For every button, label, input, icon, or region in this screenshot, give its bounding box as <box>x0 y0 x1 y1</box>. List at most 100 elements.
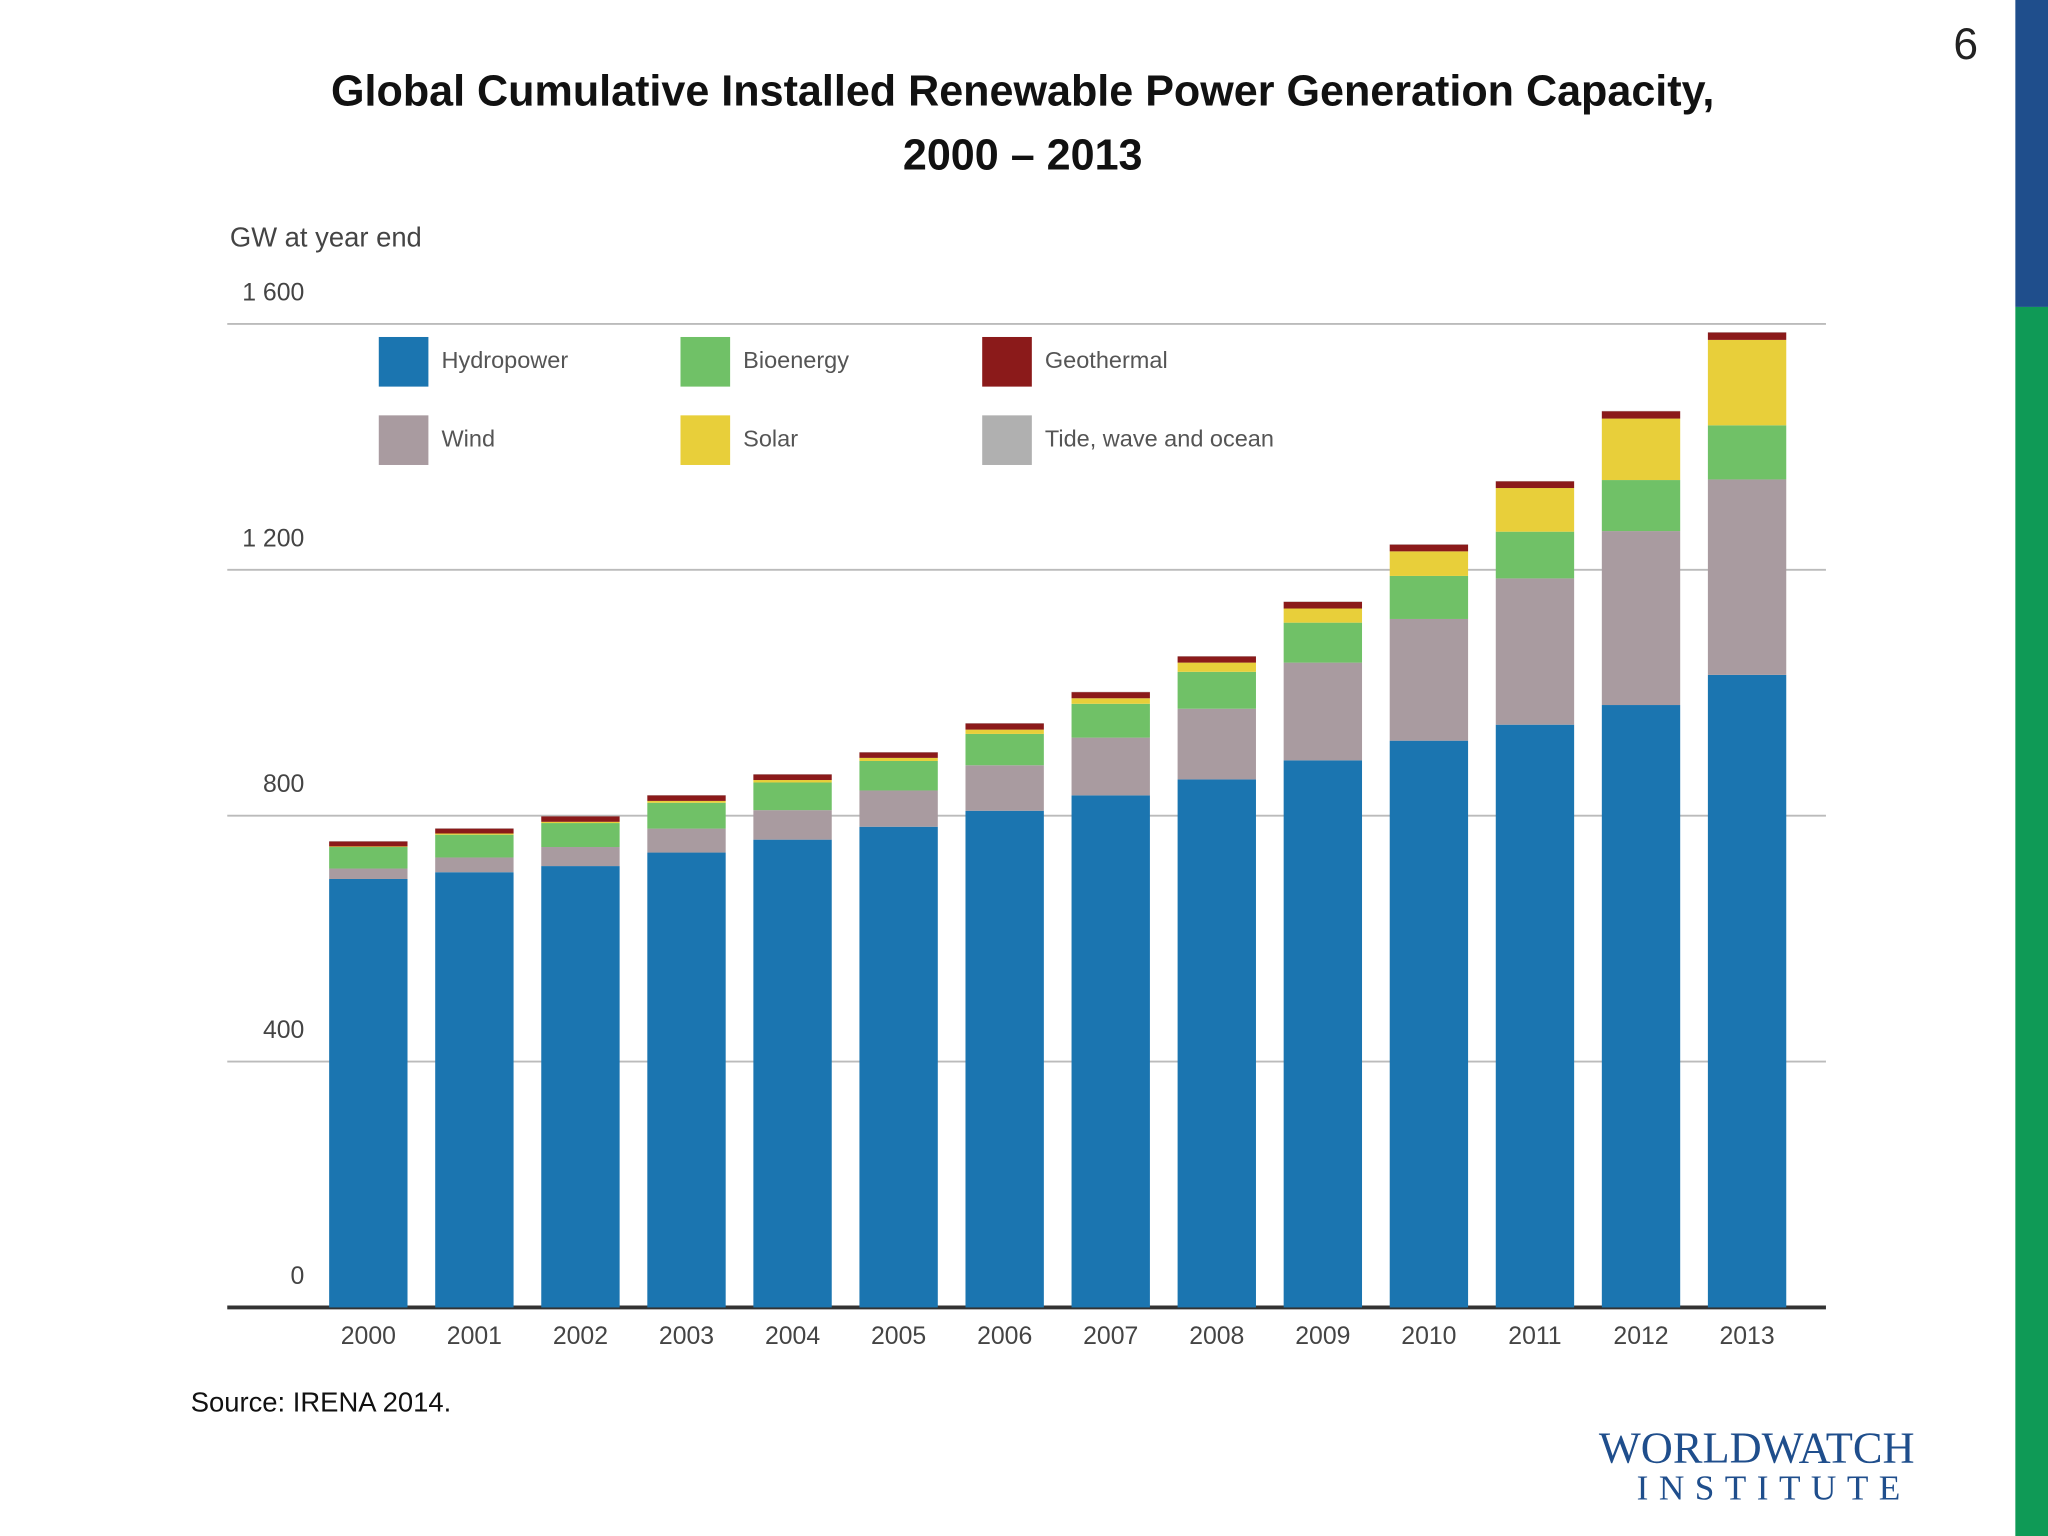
y-tick-label: 400 <box>263 1017 304 1044</box>
x-tick-label: 2010 <box>1401 1323 1456 1350</box>
bar-segment <box>1283 760 1363 1308</box>
bar-segment <box>435 872 514 1308</box>
legend-swatch <box>680 415 731 465</box>
bar-segment <box>329 868 408 879</box>
legend-label: Tide, wave and ocean <box>1045 425 1274 451</box>
bar-segment <box>859 757 938 761</box>
bar-segment <box>1283 608 1363 623</box>
bar-segment <box>1177 656 1256 663</box>
bar-segment <box>435 857 514 873</box>
bar-segment <box>1283 622 1363 663</box>
bar-segment <box>647 800 726 803</box>
bar-segment <box>1601 531 1681 706</box>
accent-bar-top <box>2015 0 2048 307</box>
legend-swatch <box>680 336 731 387</box>
x-tick-label: 2004 <box>765 1323 820 1350</box>
bar-segment <box>541 816 620 822</box>
bar-segment <box>965 733 1044 766</box>
bar-segment <box>541 823 620 848</box>
bar-segment <box>1601 418 1681 481</box>
x-tick-label: 2005 <box>871 1323 926 1350</box>
bar-segment <box>1389 551 1469 576</box>
legend-label: Bioenergy <box>743 347 849 373</box>
bar-segment <box>1707 674 1787 1308</box>
y-axis-label: GW at year end <box>230 221 422 252</box>
bar-segment <box>1495 724 1575 1308</box>
bar-segment <box>329 878 408 1308</box>
bar-segment <box>1707 425 1787 480</box>
bar-segment <box>329 841 408 847</box>
y-tick-label: 0 <box>291 1263 305 1290</box>
legend-swatch <box>982 415 1032 465</box>
y-tick-label: 800 <box>263 771 304 798</box>
x-tick-label: 2001 <box>447 1323 502 1350</box>
legend-label: Hydropower <box>441 347 568 373</box>
accent-bar-bottom <box>2015 306 2048 1536</box>
legend-label: Solar <box>743 425 798 451</box>
legend-label: Geothermal <box>1045 347 1168 373</box>
bar-segment <box>1177 708 1256 780</box>
x-tick-label: 2006 <box>977 1323 1032 1350</box>
bar-segment <box>965 723 1044 730</box>
bar-segment <box>647 852 726 1308</box>
bar-segment <box>1071 692 1150 699</box>
bar-segment <box>1495 481 1575 489</box>
legend-swatch <box>982 336 1032 387</box>
logo-line1: WORLDWATCH <box>1599 1423 1915 1473</box>
y-tick-label: 1 600 <box>242 279 304 306</box>
bar-segment <box>435 833 514 835</box>
bar-segment <box>1389 544 1469 552</box>
x-tick-label: 2000 <box>341 1323 396 1350</box>
bar-segment <box>1177 671 1256 709</box>
page-number: 6 <box>1953 20 1978 69</box>
bar-segment <box>753 810 832 840</box>
bar-segment <box>647 828 726 853</box>
bar-segment <box>1707 339 1787 426</box>
logo-line2: INSTITUTE <box>1637 1469 1911 1508</box>
bar-segment <box>1495 488 1575 532</box>
bar-segment <box>1177 662 1256 672</box>
bar-segment <box>647 802 726 829</box>
y-tick-label: 1 200 <box>242 525 304 552</box>
bar-segment <box>965 810 1044 1308</box>
bar-segment <box>859 752 938 758</box>
legend-label: Wind <box>441 425 495 451</box>
bar-segment <box>1071 703 1150 738</box>
bar-segment <box>859 790 938 827</box>
x-tick-label: 2002 <box>553 1323 608 1350</box>
bar-segment <box>1707 332 1787 340</box>
bar-segment <box>1601 480 1681 532</box>
bar-segment <box>1601 705 1681 1308</box>
x-tick-label: 2003 <box>659 1323 714 1350</box>
bar-segment <box>753 780 832 783</box>
x-tick-label: 2008 <box>1189 1323 1244 1350</box>
bar-segment <box>329 846 408 848</box>
bar-segment <box>1389 618 1469 741</box>
bar-segment <box>541 866 620 1308</box>
bar-segment <box>1389 740 1469 1308</box>
x-tick-label: 2013 <box>1719 1323 1774 1350</box>
bar-segment <box>435 834 514 858</box>
bar-segment <box>1707 479 1787 675</box>
bar-segment <box>753 782 832 811</box>
bar-segment <box>541 821 620 824</box>
bar-segment <box>1071 737 1150 796</box>
bar-segment <box>965 765 1044 811</box>
bar-segment <box>859 826 938 1308</box>
legend-swatch <box>378 336 429 387</box>
bar-segment <box>965 729 1044 734</box>
bar-segment <box>859 760 938 791</box>
x-tick-label: 2009 <box>1295 1323 1350 1350</box>
legend-swatch <box>378 415 429 465</box>
bar-segment <box>647 795 726 801</box>
bar-segment <box>1601 411 1681 419</box>
x-tick-label: 2011 <box>1508 1323 1561 1350</box>
bar-segment <box>1071 795 1150 1308</box>
source-note: Source: IRENA 2014. <box>191 1386 452 1417</box>
x-tick-label: 2012 <box>1613 1323 1668 1350</box>
bar-segment <box>753 774 832 781</box>
bar-segment <box>435 828 514 834</box>
bar-segment <box>1071 698 1150 704</box>
bar-segment <box>1389 575 1469 619</box>
